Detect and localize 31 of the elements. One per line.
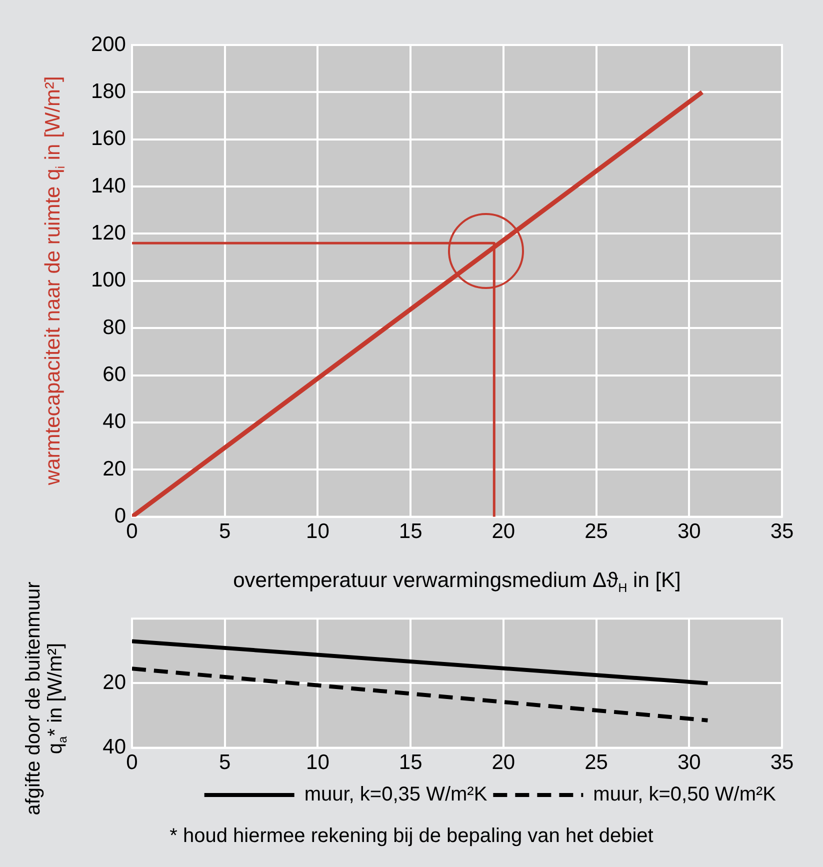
x-tick-label: 25 — [584, 751, 608, 774]
y-tick-label: 100 — [90, 268, 126, 292]
y-tick-label: 180 — [90, 80, 126, 103]
y-tick-label: 160 — [90, 127, 126, 150]
text: * houd hiermee rekening bij de bepaling van het debiet — [168, 825, 654, 848]
y-tick-label: 140 — [90, 174, 126, 198]
x-tick-label: 15 — [398, 520, 422, 544]
legend-label: muur, k=0,35 W/m²K — [304, 784, 488, 806]
y-tick-label: 60 — [102, 363, 126, 386]
y-tick-label: 40 — [102, 736, 126, 759]
y-tick-label: 120 — [90, 222, 126, 245]
x-tick-label: 5 — [219, 751, 231, 774]
x-tick-label: 5 — [219, 520, 231, 544]
y-tick-label: 80 — [102, 316, 126, 339]
x-tick-label: 25 — [584, 520, 608, 544]
y-tick-label: 0 — [114, 504, 126, 528]
x-tick-label: 30 — [677, 751, 701, 774]
y-tick-label: 20 — [102, 457, 126, 480]
x-tick-label: 30 — [677, 520, 701, 544]
x-tick-label: 20 — [492, 520, 516, 544]
y-tick-label: 20 — [102, 670, 126, 694]
x-tick-label: 15 — [398, 751, 422, 774]
legend-label: muur, k=0,50 W/m²K — [593, 784, 777, 806]
x-tick-label: 10 — [306, 751, 330, 774]
x-tick-label: 35 — [770, 751, 794, 774]
x-tick-label: 10 — [306, 520, 330, 544]
x-tick-label: 35 — [770, 520, 794, 544]
y-tick-label: 40 — [102, 410, 126, 434]
x-axis-title: overtemperatuur verwarmingsmedium Δϑ$_{H}$ in [K] — [232, 568, 682, 595]
y-tick-label: 200 — [90, 32, 126, 56]
x-tick-label: 20 — [492, 751, 516, 774]
